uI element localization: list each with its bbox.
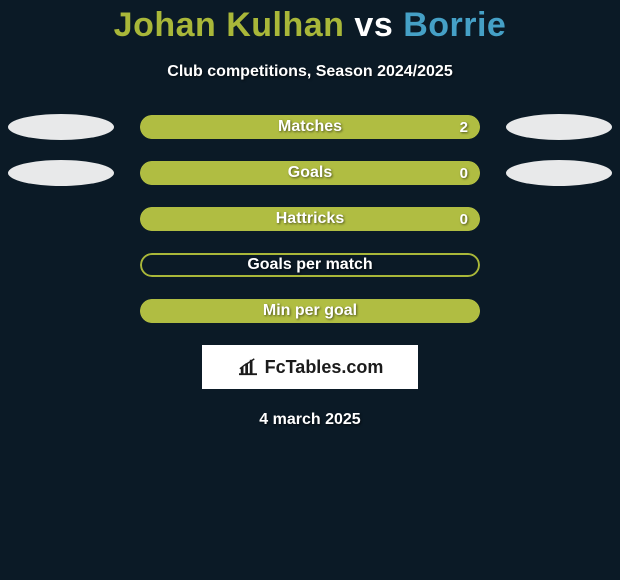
- stat-label: Goals: [140, 161, 480, 185]
- stat-value: 0: [460, 161, 468, 185]
- right-value-bubble: [506, 160, 612, 186]
- stat-row: Goals per match: [0, 253, 620, 277]
- brand-text: FcTables.com: [265, 357, 384, 378]
- left-value-bubble: [8, 160, 114, 186]
- stat-value: 0: [460, 207, 468, 231]
- stat-value: 2: [460, 115, 468, 139]
- bar-chart-icon: [237, 358, 259, 376]
- stat-row: Hattricks0: [0, 207, 620, 231]
- vs-text: vs: [354, 6, 393, 44]
- stat-label: Min per goal: [140, 299, 480, 323]
- stat-label: Goals per match: [140, 253, 480, 277]
- left-value-bubble: [8, 114, 114, 140]
- stat-bar: Goals per match: [140, 253, 480, 277]
- right-value-bubble: [506, 114, 612, 140]
- player2-name: Borrie: [403, 6, 506, 44]
- stat-row: Min per goal: [0, 299, 620, 323]
- stat-bar: Hattricks0: [140, 207, 480, 231]
- comparison-card: Johan Kulhan vs Borrie Club competitions…: [0, 0, 620, 580]
- stat-row: Matches2: [0, 115, 620, 139]
- stat-label: Hattricks: [140, 207, 480, 231]
- stat-bar: Matches2: [140, 115, 480, 139]
- player1-name: Johan Kulhan: [114, 6, 345, 44]
- stat-rows: Matches2Goals0Hattricks0Goals per matchM…: [0, 115, 620, 323]
- stat-bar: Goals0: [140, 161, 480, 185]
- stat-row: Goals0: [0, 161, 620, 185]
- date-text: 4 march 2025: [0, 411, 620, 429]
- subtitle: Club competitions, Season 2024/2025: [0, 63, 620, 81]
- page-title: Johan Kulhan vs Borrie: [0, 6, 620, 45]
- branding-badge: FcTables.com: [202, 345, 418, 389]
- stat-bar: Min per goal: [140, 299, 480, 323]
- stat-label: Matches: [140, 115, 480, 139]
